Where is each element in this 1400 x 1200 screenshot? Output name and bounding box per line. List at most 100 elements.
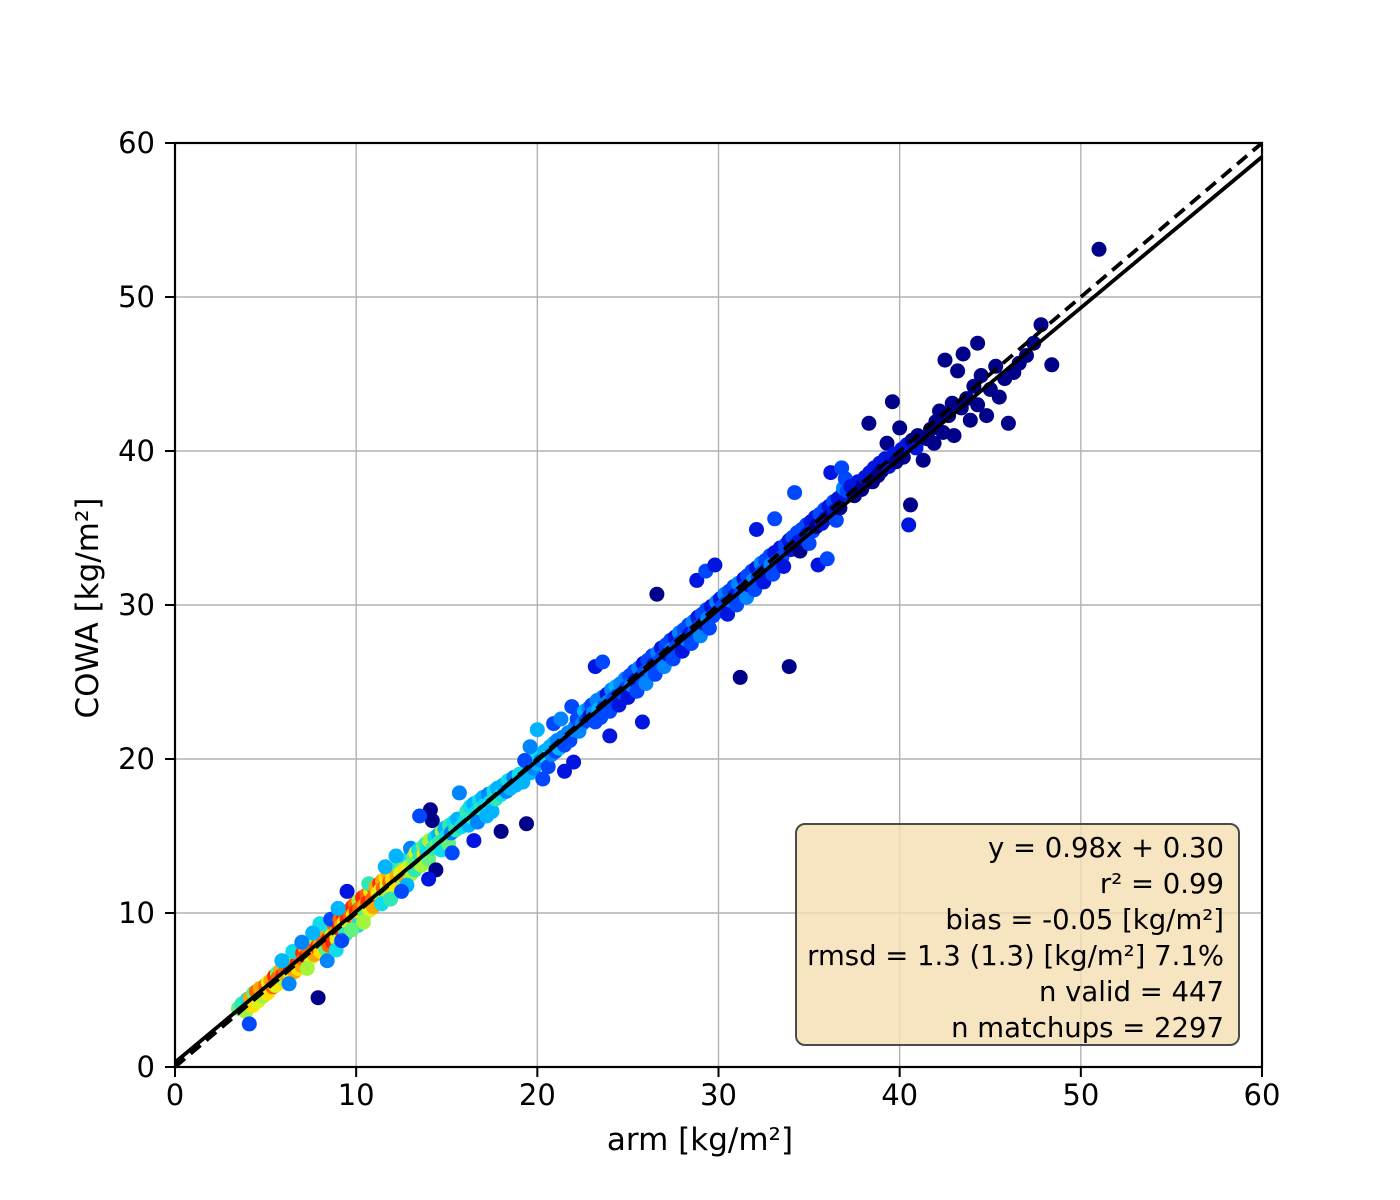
- scatter-point: [787, 485, 803, 501]
- scatter-point: [493, 823, 509, 839]
- stats-rmsd: rmsd = 1.3 (1.3) [kg/m²] 7.1%: [807, 940, 1224, 972]
- identity-line: [173, 141, 1264, 1069]
- scatter-point: [732, 669, 748, 685]
- axis-ticks: [165, 142, 1263, 1077]
- scatter-point: [241, 1016, 257, 1032]
- scatter-point: [388, 848, 404, 864]
- scatter-point: [319, 953, 335, 969]
- scatter-point: [377, 859, 393, 875]
- scatter-point: [819, 551, 835, 567]
- x-tick-label: 10: [338, 1078, 375, 1112]
- scatter-point: [557, 763, 572, 779]
- scatter-point: [988, 358, 1004, 374]
- scatter-point: [310, 990, 326, 1006]
- scatter-point: [979, 408, 995, 424]
- scatter-point: [707, 557, 723, 573]
- scatter-point: [701, 620, 717, 636]
- scatter-point: [553, 711, 569, 727]
- scatter-point: [522, 739, 538, 755]
- scatter-point: [879, 435, 895, 451]
- scatter-point: [1026, 335, 1042, 351]
- x-tick-label: 0: [166, 1078, 184, 1112]
- scatter-point: [1000, 415, 1016, 431]
- scatter-point: [970, 397, 986, 413]
- y-tick-label: 50: [118, 280, 155, 314]
- scatter-point: [884, 394, 900, 410]
- scatter-point: [926, 435, 942, 451]
- scatter-point: [973, 368, 989, 383]
- scatter-point: [334, 933, 350, 949]
- scatter-point: [466, 833, 482, 849]
- stats-n-matchups: n matchups = 2297: [951, 1012, 1224, 1044]
- scatter-point: [901, 517, 917, 533]
- x-tick-label: 60: [1244, 1078, 1281, 1112]
- scatter-point: [767, 511, 783, 527]
- scatter-point: [274, 953, 290, 969]
- scatter-point: [937, 352, 953, 368]
- scatter-point: [892, 420, 908, 436]
- y-tick-label: 10: [118, 896, 155, 930]
- scatter-point: [634, 714, 650, 730]
- scatter-point: [383, 891, 399, 907]
- x-tick-label: 30: [700, 1078, 737, 1112]
- scatter-point: [649, 586, 665, 602]
- scatter-point: [781, 659, 797, 675]
- x-tick-label: 50: [1062, 1078, 1099, 1112]
- scatter-point: [970, 335, 986, 351]
- scatter-point: [946, 428, 962, 444]
- scatter-point: [444, 845, 460, 861]
- scatter-point: [529, 722, 545, 738]
- scatter-point: [638, 676, 654, 691]
- scatter-point: [484, 803, 500, 819]
- scatter-point: [412, 808, 428, 824]
- scatter-point: [421, 871, 437, 887]
- y-axis-label: COWA [kg/m²]: [70, 497, 106, 719]
- scatter-point: [305, 925, 321, 941]
- scatter-point: [566, 754, 582, 770]
- scatter-point: [749, 522, 764, 537]
- scatter-point: [1044, 357, 1060, 373]
- stats-r2: r² = 0.99: [1099, 868, 1224, 900]
- scatter-point: [903, 497, 918, 513]
- scatter-point: [955, 346, 971, 362]
- reference-lines: [173, 141, 1264, 1069]
- scatter-point: [540, 759, 556, 775]
- stats-bias: bias = -0.05 [kg/m²]: [945, 904, 1224, 936]
- scatter-point: [355, 914, 371, 930]
- scatter-point: [776, 559, 792, 574]
- scatter-point: [1033, 317, 1049, 333]
- scatter-point: [861, 415, 877, 431]
- fit-line: [173, 155, 1264, 1064]
- x-tick-label: 20: [519, 1078, 556, 1112]
- scatter-point: [424, 813, 440, 829]
- scatter-point: [451, 785, 467, 801]
- y-tick-label: 30: [118, 588, 155, 622]
- scatter-point: [765, 566, 781, 582]
- scatter-point: [535, 771, 551, 787]
- x-axis-label: arm [kg/m²]: [606, 1122, 794, 1158]
- scatter-point: [519, 816, 534, 832]
- x-tick-label: 40: [881, 1078, 918, 1112]
- scatter-point: [394, 883, 409, 899]
- scatter-point: [991, 389, 1007, 405]
- scatter-point: [720, 606, 736, 622]
- scatter-point: [294, 934, 310, 950]
- scatter-point: [834, 460, 850, 476]
- scatter-point: [517, 753, 533, 768]
- scatter-point: [950, 363, 966, 379]
- tick-labels: 0 10 20 30 40 50 60 0 10 20 30 40 50 60: [118, 126, 1280, 1112]
- scatter-point: [602, 728, 618, 744]
- scatter-point: [962, 412, 978, 428]
- y-tick-label: 20: [118, 742, 155, 776]
- scatter-point: [299, 960, 315, 976]
- scatter-point: [595, 654, 611, 670]
- scatter-point: [330, 900, 346, 916]
- scatter-point: [344, 922, 360, 938]
- y-tick-label: 40: [118, 434, 155, 468]
- scatter-point: [281, 976, 297, 992]
- scatter-point: [689, 572, 705, 588]
- stats-n-valid: n valid = 447: [1038, 976, 1224, 1008]
- y-tick-label: 0: [137, 1050, 155, 1084]
